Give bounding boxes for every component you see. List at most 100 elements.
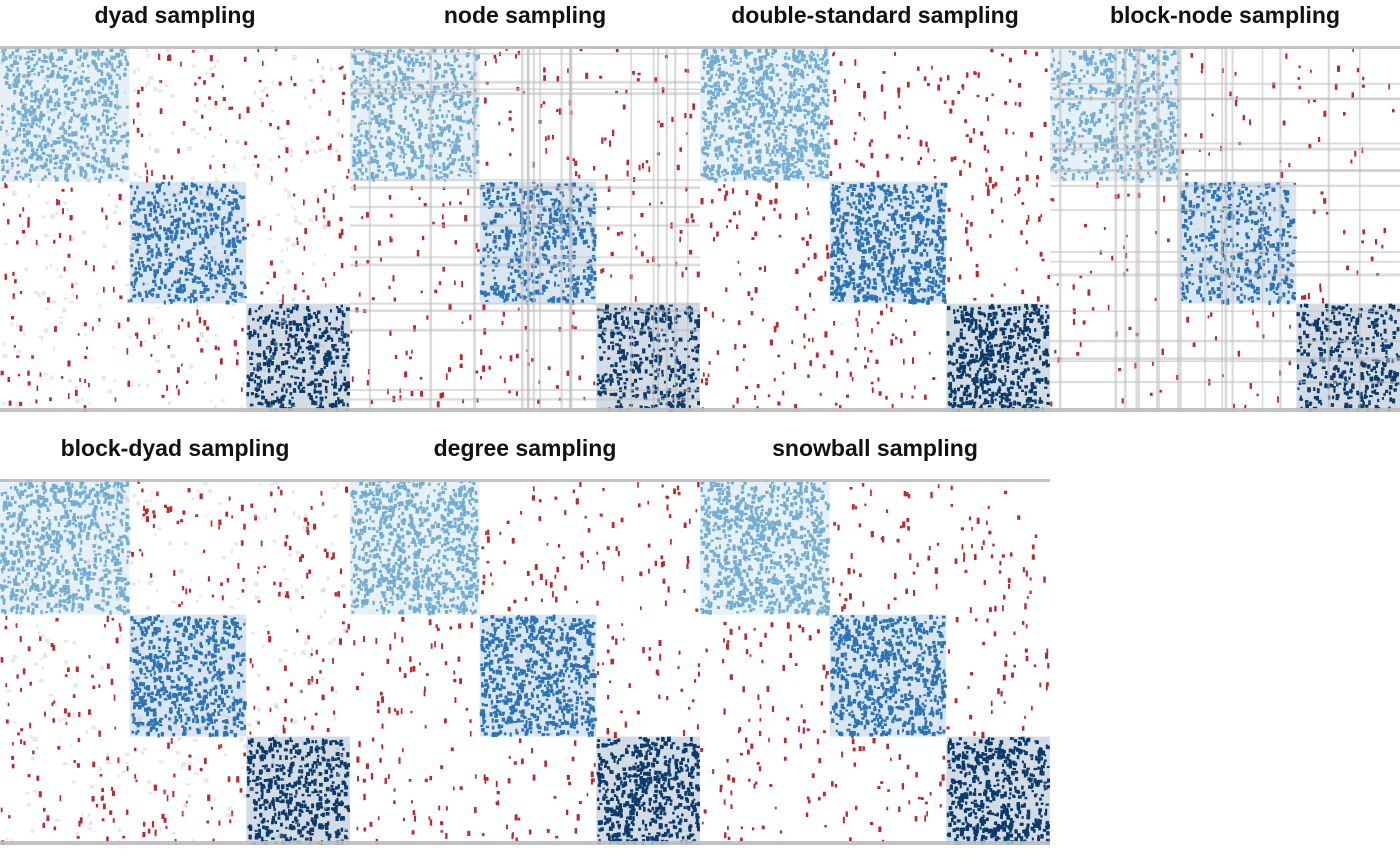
within-block-entry [509,202,513,206]
within-block-entry [624,306,627,311]
within-block-entry [809,171,813,175]
between-block-entry [878,391,882,396]
within-block-entry [253,379,257,384]
within-block-entry [598,380,603,385]
within-block-entry [418,124,423,128]
within-block-entry [258,344,262,347]
between-block-entry [987,115,989,121]
within-block-entry [124,55,127,61]
between-block-entry [581,355,584,360]
within-block-entry [647,326,651,329]
within-block-entry [358,140,362,145]
between-block-entry [194,82,197,86]
within-block-entry [772,122,776,125]
within-block-entry [259,353,262,357]
within-block-entry [135,210,140,213]
within-block-entry [663,312,667,317]
within-block-entry [797,170,801,174]
within-block-entry [33,63,36,68]
within-block-entry [575,287,579,291]
within-block-entry [757,166,760,172]
within-block-entry [678,337,683,342]
within-block-entry [57,114,60,119]
within-block-entry [820,66,824,71]
between-block-entry [807,338,811,342]
within-block-entry [122,72,127,77]
within-block-entry [31,68,36,71]
within-block-entry [105,57,109,62]
within-block-entry [147,250,151,254]
matrix-top-edge [0,46,350,49]
within-block-entry [373,58,377,62]
within-block-entry [441,114,444,119]
within-block-entry [761,105,766,111]
within-block-entry [231,272,236,275]
within-block-entry [102,86,105,91]
within-block-entry [352,160,356,164]
between-block-entry [773,207,776,212]
within-block-entry [326,334,331,338]
within-block-entry [782,145,787,150]
within-block-entry [32,168,37,172]
within-block-entry [362,86,366,89]
missing-dyad [261,89,265,93]
within-block-entry [565,209,568,213]
within-block-entry [717,164,721,169]
between-block-entry [256,163,260,168]
within-block-entry [718,152,721,157]
within-block-entry [181,229,186,234]
within-block-entry [419,50,423,55]
within-block-entry [65,84,68,87]
within-block-entry [321,331,324,335]
within-block-entry [377,130,382,134]
within-block-entry [393,167,397,173]
within-block-entry [541,292,544,295]
within-block-entry [823,83,827,88]
between-block-entry [71,283,74,289]
within-block-entry [435,174,438,179]
within-block-entry [385,153,390,158]
within-block-entry [402,155,405,159]
between-block-entry [508,110,512,114]
between-block-entry [632,70,635,75]
within-block-entry [107,164,110,168]
within-block-entry [797,109,801,113]
within-block-entry [727,149,730,152]
within-block-entry [109,62,113,66]
between-block-entry [754,395,757,400]
within-block-entry [633,336,637,340]
missing-dyad [223,218,226,224]
within-block-entry [501,295,504,299]
within-block-entry [97,48,100,53]
within-block-entry [771,67,775,73]
within-block-entry [659,402,663,406]
within-block-entry [351,70,356,76]
within-block-entry [43,57,46,60]
within-block-entry [450,141,455,144]
within-block-entry [466,156,471,161]
within-block-entry [510,285,514,289]
within-block-entry [320,368,324,372]
within-block-entry [294,367,298,370]
between-block-entry [329,143,332,150]
within-block-entry [192,289,197,294]
within-block-entry [203,219,208,223]
within-block-entry [722,70,725,75]
within-block-entry [43,175,48,179]
between-block-entry [393,297,396,302]
missing-dyad [231,303,237,306]
within-block-entry [202,225,206,228]
within-block-entry [353,136,358,142]
within-block-entry [574,293,578,298]
between-block-entry [371,297,375,301]
between-block-entry [167,344,170,349]
between-block-entry [469,314,472,321]
within-block-entry [51,62,55,68]
missing-dyad [170,353,176,359]
between-block-entry [162,174,166,180]
missing-dyad [8,166,14,170]
missing-dyad [158,202,164,208]
within-block-entry [654,404,659,408]
within-block-entry [443,84,446,89]
within-block-entry [637,320,640,325]
